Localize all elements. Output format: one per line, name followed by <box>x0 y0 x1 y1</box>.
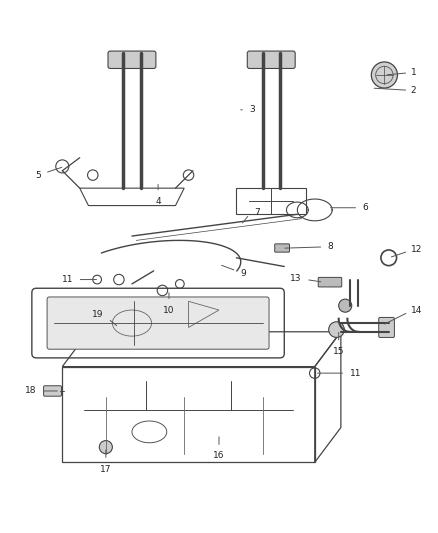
Text: 6: 6 <box>363 203 368 212</box>
Text: 5: 5 <box>35 171 41 180</box>
FancyBboxPatch shape <box>47 297 269 349</box>
Text: 17: 17 <box>100 465 112 473</box>
Text: 8: 8 <box>328 243 334 252</box>
Circle shape <box>328 322 344 337</box>
Text: 11: 11 <box>350 369 361 377</box>
Text: 19: 19 <box>92 310 104 319</box>
FancyBboxPatch shape <box>318 277 342 287</box>
Text: 16: 16 <box>213 451 225 461</box>
Text: 13: 13 <box>290 274 302 282</box>
Text: 15: 15 <box>333 347 344 356</box>
Text: 12: 12 <box>410 246 422 254</box>
Text: 9: 9 <box>241 269 247 278</box>
Text: 7: 7 <box>254 207 260 216</box>
Text: 3: 3 <box>250 106 255 114</box>
Text: 18: 18 <box>25 386 36 395</box>
Text: 14: 14 <box>410 306 422 316</box>
FancyBboxPatch shape <box>379 318 394 337</box>
Text: 11: 11 <box>62 275 73 284</box>
FancyBboxPatch shape <box>275 244 290 252</box>
Text: 1: 1 <box>410 68 416 77</box>
FancyBboxPatch shape <box>44 386 61 396</box>
Circle shape <box>339 299 352 312</box>
Circle shape <box>371 62 397 88</box>
FancyBboxPatch shape <box>247 51 295 68</box>
Text: 4: 4 <box>155 197 161 206</box>
Circle shape <box>99 441 113 454</box>
FancyBboxPatch shape <box>108 51 156 68</box>
Text: 2: 2 <box>410 86 416 95</box>
Text: 10: 10 <box>163 305 175 314</box>
